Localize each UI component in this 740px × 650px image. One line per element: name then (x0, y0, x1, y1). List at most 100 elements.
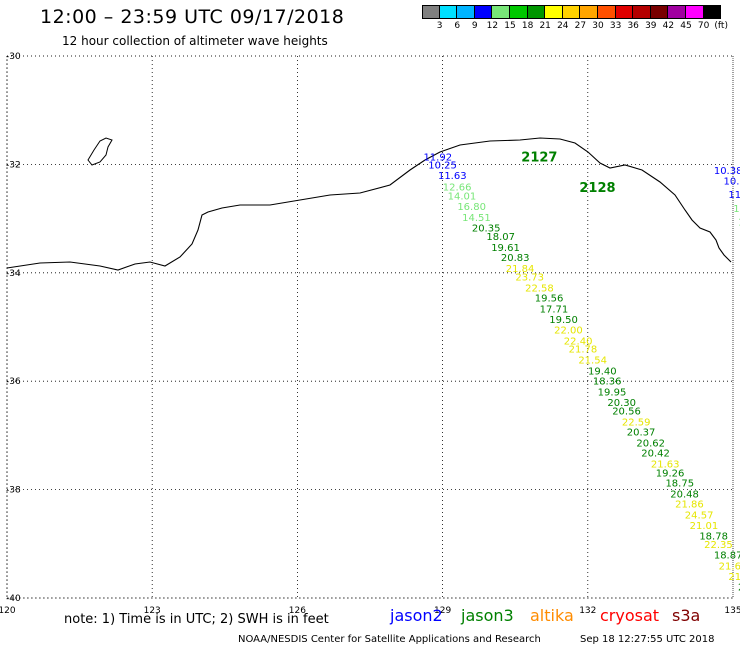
swh-value: 21.54 (578, 356, 607, 367)
swh-value: 21.01 (690, 521, 719, 532)
color-scale-labels: 3 6 9 12 15 18 21 24 27 30 33 36 39 42 45 70 (ft) (422, 19, 728, 33)
swh-value: 19.61 (491, 243, 520, 254)
map-frame (6, 55, 734, 599)
footnote: note: 1) Time is in UTC; 2) SWH is in fe… (64, 612, 329, 627)
x-tick-label: 129 (434, 606, 451, 616)
scale-swatch (527, 5, 546, 19)
swh-value: 19.26 (656, 468, 685, 479)
map-title: 12:00 – 23:59 UTC 09/17/2018 (40, 6, 345, 28)
credit-line: NOAA/NESDIS Center for Satellite Applica… (238, 634, 541, 645)
color-scale-swatches (422, 5, 722, 19)
legend-jason3: jason3 (461, 606, 514, 625)
swh-value: 22.40 (564, 337, 593, 348)
swh-value: 20.30 (607, 398, 636, 409)
swh-value: 11.58 (728, 190, 740, 201)
swh-value: 10.69 (724, 177, 740, 188)
swh-value: 10.25 (428, 160, 457, 171)
scale-label: 12 (486, 21, 499, 31)
swh-value: 12.66 (443, 183, 472, 194)
axis-tick-labels: 120 123 126 129 132 135 -30 -32 -34 -36 -38 -40 (0, 52, 740, 616)
scale-label: 24 (557, 21, 569, 31)
swh-value: 20.37 (627, 428, 656, 439)
swh-value: 23.73 (515, 273, 544, 284)
swh-value: 22.59 (622, 417, 651, 428)
scale-swatch (439, 5, 458, 19)
scale-label: 21 (539, 21, 551, 31)
scale-swatch (422, 5, 440, 19)
swh-value: 22.35 (704, 540, 733, 551)
swh-value: 12.78 (733, 204, 740, 215)
scale-label: 15 (504, 21, 516, 31)
x-tick-label: 132 (579, 606, 596, 616)
scale-swatch (474, 5, 493, 19)
swh-value: 18.36 (593, 377, 622, 388)
track-number-label: 2128 (579, 181, 615, 196)
scale-swatch (615, 5, 634, 19)
swh-value: 20.56 (612, 406, 641, 417)
swh-value: 21.78 (569, 345, 598, 356)
scale-label: (ft) (714, 21, 728, 31)
swh-value: 20.83 (501, 253, 530, 264)
legend-s3a: s3a (672, 606, 701, 625)
scale-swatch (650, 5, 669, 19)
scale-swatch (703, 5, 722, 19)
legend-altika: altika (530, 606, 574, 625)
swh-value: 10.38 (714, 166, 740, 177)
y-tick-label: -30 (6, 52, 21, 62)
x-tick-label: 123 (144, 606, 161, 616)
swh-value: 20.81 (738, 583, 740, 594)
scale-swatch (668, 5, 686, 19)
scale-label: 42 (662, 21, 675, 31)
swh-value: 21.73 (728, 572, 740, 583)
legend-cryosat: cryosat (600, 606, 660, 625)
swh-value: 22.00 (554, 326, 583, 337)
x-tick-label: 120 (0, 606, 16, 616)
swh-value: 21.64 (719, 561, 740, 572)
scale-label: 3 (436, 21, 443, 31)
track-number-label: 2127 (521, 150, 557, 165)
swh-value: 18.75 (665, 479, 694, 490)
lat-lon-grid (6, 55, 734, 599)
map-subtitle: 12 hour collection of altimeter wave hei… (62, 34, 328, 48)
swh-value: 19.95 (598, 387, 627, 398)
scale-label: 18 (521, 21, 534, 31)
island-outline (87, 137, 113, 166)
scale-label: 36 (627, 21, 639, 31)
swh-value: 22.58 (525, 283, 554, 294)
y-tick-label: -36 (6, 377, 21, 387)
swh-value: 18.87 (714, 551, 740, 562)
x-tick-label: 135 (724, 606, 740, 616)
swh-value: 19.50 (549, 315, 578, 326)
swh-value: 21.86 (675, 500, 704, 511)
y-tick-label: -40 (6, 594, 21, 604)
swh-value: 21.63 (651, 460, 680, 471)
scale-label: 70 (697, 21, 710, 31)
scale-swatch (457, 5, 475, 19)
scale-label: 30 (592, 21, 604, 31)
legend-jason2: jason2 (390, 606, 443, 625)
scale-swatch (580, 5, 598, 19)
swh-value: 20.48 (670, 489, 699, 500)
x-tick-label: 126 (289, 606, 306, 616)
swh-value: 21.84 (506, 264, 535, 275)
track-labels: 2127212821292130213021 (521, 150, 615, 196)
scale-swatch (492, 5, 510, 19)
scale-label: 45 (680, 21, 692, 31)
scale-label: 33 (609, 21, 622, 31)
australia-coastline (6, 137, 732, 271)
swh-value: 13.78 (738, 217, 740, 228)
swh-value: 18.07 (486, 232, 515, 243)
scale-label: 9 (471, 21, 478, 31)
y-tick-label: -38 (6, 486, 21, 496)
swh-value: 11.63 (438, 171, 467, 182)
scale-swatch (685, 5, 704, 19)
scale-label: 39 (645, 21, 657, 31)
swh-value: 14.51 (462, 213, 491, 224)
y-tick-label: -34 (6, 269, 21, 279)
scale-label: 27 (574, 21, 587, 31)
scale-swatch (562, 5, 581, 19)
swh-observations: 11.9210.2511.6312.6614.0116.8014.5120.35… (423, 152, 740, 594)
y-tick-label: -32 (6, 160, 21, 170)
swh-value: 18.78 (699, 532, 728, 543)
